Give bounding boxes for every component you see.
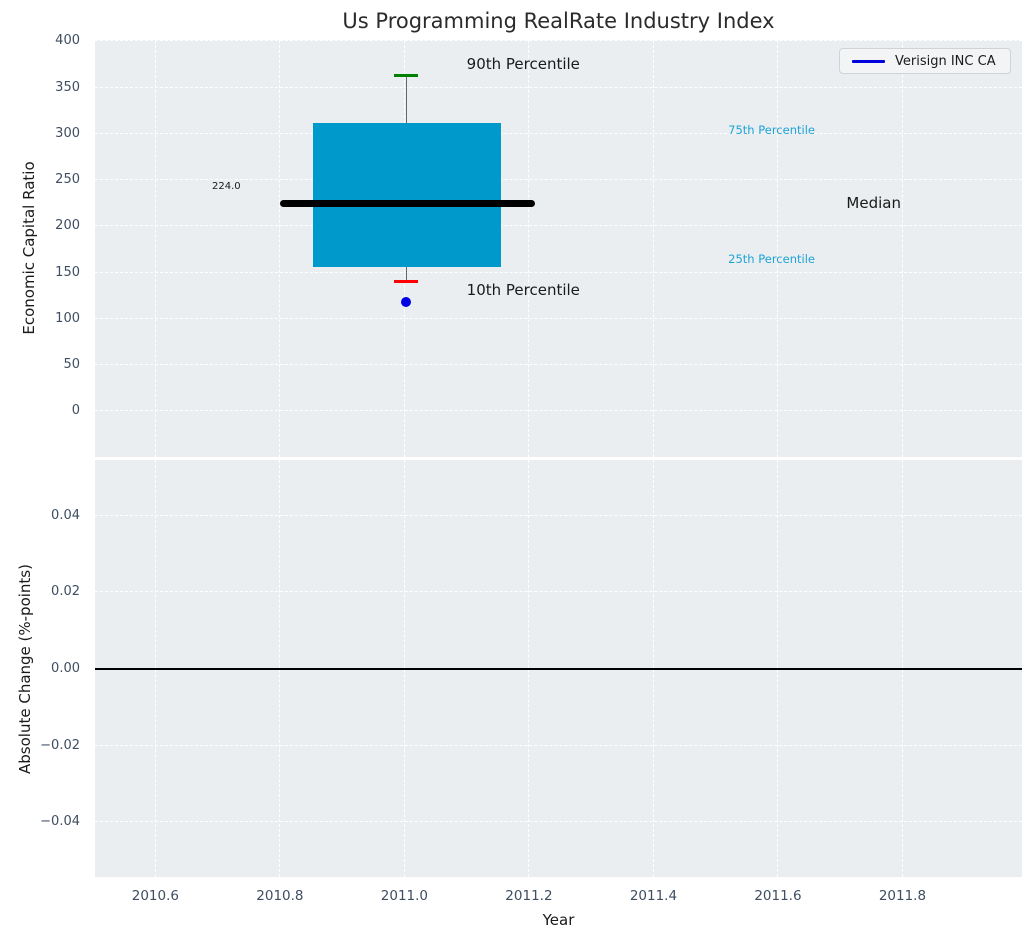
company-point [401,296,412,307]
legend: Verisign INC CA [839,48,1011,74]
y-tick-label: 300 [55,125,80,141]
gridline-horizontal [95,514,1022,516]
annotation-25th-percentile: 25th Percentile [728,252,815,267]
x-tick-label: 2010.6 [131,888,179,904]
y-tick-label: −0.04 [40,814,80,830]
box-iqr [312,123,501,267]
gridline-horizontal [95,410,1022,412]
gridline-horizontal [95,317,1022,319]
y-tick-label: 250 [55,172,80,188]
x-tick-label: 2011.2 [505,888,553,904]
annotation-10th-percentile: 10th Percentile [466,281,580,300]
gridline-horizontal [95,591,1022,593]
zero-line [95,667,1022,670]
p90-cap [394,73,419,77]
gridline-horizontal [95,821,1022,823]
annotation-median: Median [846,194,901,213]
gridline-horizontal [95,744,1022,746]
gridline-vertical [279,40,281,457]
y-tick-label: 400 [55,33,80,49]
x-axis-label: Year [542,911,575,929]
annotation-224-0: 224.0 [212,181,241,192]
gridline-vertical [528,40,530,457]
gridline-vertical [652,40,654,457]
top-y-axis-label: Economic Capital Ratio [20,161,38,335]
y-tick-label: 50 [63,357,80,373]
y-tick-label: 0 [71,403,80,419]
x-tick-label: 2011.0 [380,888,429,904]
gridline-horizontal [95,364,1022,366]
x-tick-label: 2011.8 [878,888,927,904]
annotation-90th-percentile: 90th Percentile [466,55,580,74]
x-tick-label: 2010.8 [256,888,304,904]
x-tick-label: 2011.6 [754,888,802,904]
gridline-horizontal [95,271,1022,273]
y-tick-label: 0.04 [51,507,80,523]
gridline-horizontal [95,225,1022,227]
top-axes [95,40,1022,457]
p10-cap [394,279,419,283]
y-tick-label: 150 [55,264,80,280]
median-line [279,200,536,208]
x-tick-label: 2011.4 [629,888,678,904]
chart-title: Us Programming RealRate Industry Index [342,9,775,33]
y-tick-label: 0.00 [51,661,80,676]
annotation-75th-percentile: 75th Percentile [728,122,815,137]
gridline-horizontal [95,40,1022,42]
y-tick-label: −0.02 [40,737,80,753]
gridline-vertical [777,40,779,457]
gridline-vertical [901,40,903,457]
y-tick-label: 200 [55,218,80,234]
legend-line-swatch [852,59,885,63]
y-tick-label: 350 [55,79,80,95]
y-tick-label: 0.02 [51,584,80,600]
gridline-horizontal [95,132,1022,134]
gridline-horizontal [95,86,1022,88]
legend-label: Verisign INC CA [895,53,996,69]
gridline-horizontal [95,179,1022,181]
gridline-vertical [154,40,156,457]
y-tick-label: 100 [55,310,80,326]
